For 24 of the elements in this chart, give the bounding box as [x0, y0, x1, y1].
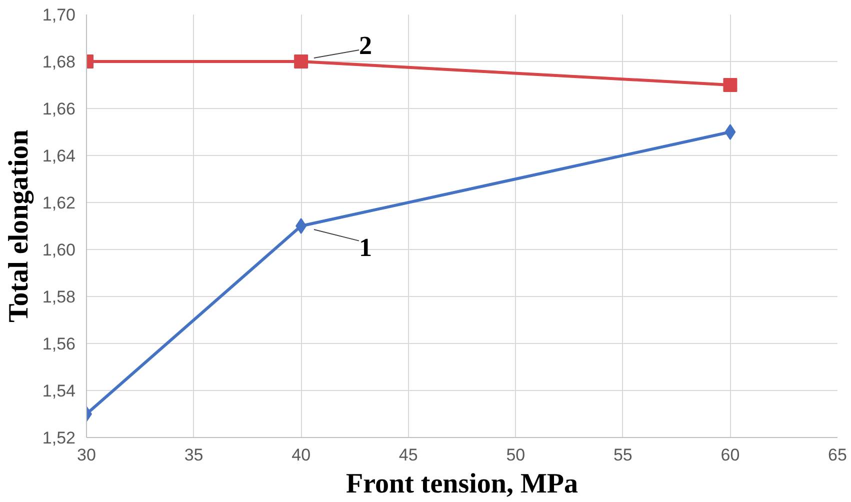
- x-axis-title: Front tension, MPa: [346, 468, 578, 500]
- y-tick-label: 1,70: [42, 6, 76, 24]
- y-tick-label: 1,68: [42, 52, 76, 72]
- point: [723, 78, 738, 92]
- x-tick-label: 45: [398, 446, 418, 464]
- y-tick-label: 1,64: [42, 146, 76, 166]
- y-tick-label: 1,66: [42, 100, 76, 118]
- x-tick-label: 30: [77, 446, 96, 464]
- series-label: 2: [358, 31, 372, 60]
- x-tick-label: 55: [613, 446, 632, 464]
- x-tick-label: 35: [184, 446, 204, 464]
- y-tick-label: 1,52: [42, 428, 76, 448]
- y-tick-label: 1,60: [42, 240, 76, 260]
- x-tick-label: 40: [292, 446, 311, 464]
- y-tick-label: 1,56: [42, 334, 76, 354]
- point: [724, 124, 736, 140]
- series-label: 1: [358, 233, 372, 262]
- y-axis-title: Total elongation: [3, 129, 34, 322]
- y-tick-label: 1,58: [42, 288, 76, 306]
- y-tick-label: 1,54: [42, 382, 76, 400]
- x-tick-label: 60: [720, 446, 740, 464]
- y-tick-label: 1,62: [42, 194, 76, 212]
- x-tick-label: 50: [506, 446, 526, 464]
- x-tick-label: 65: [828, 446, 847, 464]
